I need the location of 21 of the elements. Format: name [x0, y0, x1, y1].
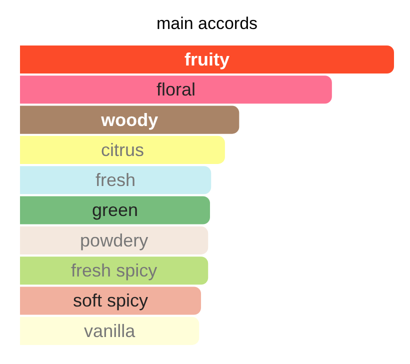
- bar: [20, 286, 202, 315]
- bar: [20, 196, 210, 224]
- bar: [20, 45, 394, 74]
- bar: [20, 166, 212, 194]
- y-tick-label: fresh spicy: [71, 260, 158, 281]
- chart-title: main accords: [156, 14, 258, 33]
- y-tick-label: woody: [100, 110, 158, 130]
- bar: [20, 136, 225, 164]
- bar: [20, 256, 208, 285]
- y-tick-label: vanilla: [84, 320, 136, 341]
- y-tick-label: green: [92, 200, 138, 220]
- y-tick-label: citrus: [100, 140, 144, 160]
- bar: [20, 226, 208, 254]
- bar: [20, 76, 332, 104]
- bar: [20, 316, 200, 345]
- y-tick-label: fruity: [184, 49, 230, 70]
- y-tick-label: powdery: [80, 230, 148, 250]
- y-tick-label: fresh: [96, 170, 136, 190]
- y-tick-label: soft spicy: [72, 290, 148, 311]
- bar: [20, 106, 240, 134]
- y-tick-label: floral: [156, 80, 196, 100]
